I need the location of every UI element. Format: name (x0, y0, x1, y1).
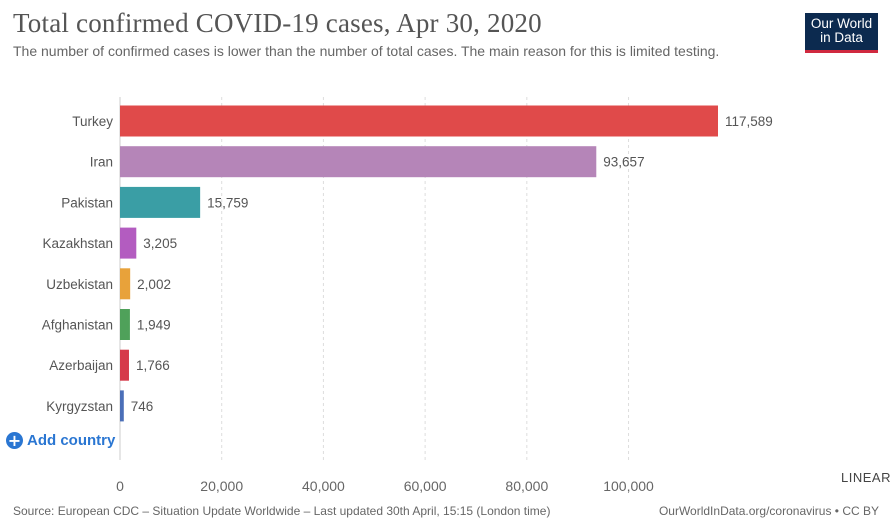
category-label: Azerbaijan (49, 358, 113, 373)
footer-link[interactable]: OurWorldInData.org/coronavirus • CC BY (658, 504, 879, 518)
source-note: Source: European CDC – Situation Update … (13, 504, 551, 518)
category-label: Uzbekistan (46, 277, 113, 292)
category-label: Iran (90, 155, 113, 170)
x-tick-label: 0 (116, 478, 124, 494)
add-country-label: Add country (27, 432, 116, 449)
bar (120, 268, 131, 300)
value-label: 15,759 (207, 195, 248, 210)
x-tick-label: 20,000 (200, 478, 243, 494)
scale-toggle[interactable]: LINEAR (841, 470, 891, 485)
logo-line-2: in Data (820, 30, 863, 45)
bar (120, 309, 130, 340)
value-label: 1,766 (136, 358, 170, 373)
chart-subtitle: The number of confirmed cases is lower t… (13, 43, 720, 59)
x-tick-label: 100,000 (603, 478, 654, 494)
bar (120, 349, 129, 381)
value-label: 746 (131, 399, 154, 414)
chart-title: Total confirmed COVID-19 cases, Apr 30, … (13, 8, 542, 38)
value-label: 2,002 (137, 277, 171, 292)
category-label: Kazakhstan (42, 236, 113, 251)
category-label: Afghanistan (42, 318, 113, 333)
value-label: 3,205 (143, 236, 177, 251)
category-label: Pakistan (61, 195, 113, 210)
x-tick-label: 40,000 (302, 478, 345, 494)
value-label: 1,949 (137, 318, 171, 333)
category-label: Turkey (72, 114, 113, 129)
value-label: 93,657 (603, 155, 644, 170)
bar (120, 186, 201, 218)
bar-chart: 0 20,000 40,000 60,000 80,000 100,000 Turkey 11… (42, 97, 773, 494)
bar (120, 390, 124, 422)
owid-logo[interactable]: Our World in Data (805, 13, 878, 53)
add-country-button[interactable]: + Add country (6, 432, 115, 449)
logo-line-1: Our World (810, 16, 873, 31)
value-label: 117,589 (725, 114, 773, 129)
bar (120, 227, 137, 259)
x-tick-label: 60,000 (404, 478, 447, 494)
plus-circle-icon: + (6, 431, 23, 450)
bar (120, 105, 718, 137)
category-label: Kyrgyzstan (46, 399, 113, 414)
x-tick-label: 80,000 (505, 478, 548, 494)
bar (120, 146, 597, 178)
